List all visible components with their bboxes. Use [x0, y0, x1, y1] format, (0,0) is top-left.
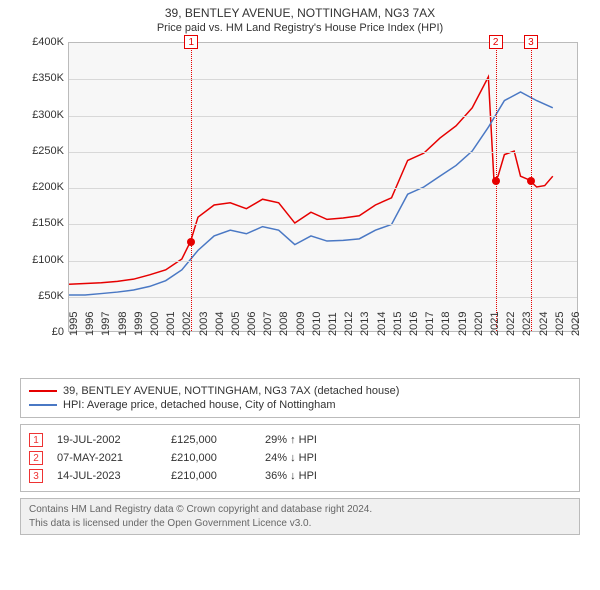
event-row: 2 07-MAY-2021 £210,000 24% ↓ HPI — [29, 451, 571, 465]
legend-swatch — [29, 390, 57, 392]
x-axis-tick: 2022 — [505, 312, 517, 336]
event-hpi: 29% ↑ HPI — [265, 434, 365, 446]
y-axis-tick: £350K — [20, 72, 64, 84]
x-axis-tick: 2007 — [262, 312, 274, 336]
container: 39, BENTLEY AVENUE, NOTTINGHAM, NG3 7AX … — [0, 0, 600, 590]
event-flag: 1 — [184, 35, 198, 49]
attribution-line: Contains HM Land Registry data © Crown c… — [29, 503, 571, 517]
x-axis-tick: 2019 — [457, 312, 469, 336]
x-axis-tick: 1997 — [100, 312, 112, 336]
x-axis-tick: 2025 — [554, 312, 566, 336]
legend-item: 39, BENTLEY AVENUE, NOTTINGHAM, NG3 7AX … — [29, 385, 571, 397]
legend-swatch — [29, 404, 57, 406]
y-axis-tick: £200K — [20, 181, 64, 193]
x-axis-tick: 2005 — [230, 312, 242, 336]
event-number-box: 3 — [29, 469, 43, 483]
transaction-marker — [187, 238, 195, 246]
event-row: 1 19-JUL-2002 £125,000 29% ↑ HPI — [29, 433, 571, 447]
event-hpi: 36% ↓ HPI — [265, 470, 365, 482]
event-flag: 2 — [489, 35, 503, 49]
x-axis-tick: 2003 — [198, 312, 210, 336]
x-axis-tick: 2012 — [343, 312, 355, 336]
y-axis-tick: £100K — [20, 254, 64, 266]
x-axis-tick: 1996 — [84, 312, 96, 336]
event-line — [496, 43, 497, 331]
chart-title: 39, BENTLEY AVENUE, NOTTINGHAM, NG3 7AX — [10, 6, 590, 20]
x-axis-tick: 2026 — [570, 312, 582, 336]
x-axis-tick: 2015 — [392, 312, 404, 336]
legend-box: 39, BENTLEY AVENUE, NOTTINGHAM, NG3 7AX … — [20, 378, 580, 418]
attribution-line: This data is licensed under the Open Gov… — [29, 517, 571, 531]
x-axis-tick: 2000 — [149, 312, 161, 336]
y-axis-tick: £50K — [20, 290, 64, 302]
x-axis-tick: 2016 — [408, 312, 420, 336]
x-axis-tick: 2017 — [424, 312, 436, 336]
event-date: 07-MAY-2021 — [57, 452, 157, 464]
y-axis-tick: £300K — [20, 109, 64, 121]
event-hpi: 24% ↓ HPI — [265, 452, 365, 464]
x-axis-tick: 2006 — [246, 312, 258, 336]
series-line — [69, 77, 553, 284]
event-price: £210,000 — [171, 452, 251, 464]
x-axis-tick: 2011 — [327, 312, 339, 336]
x-axis-tick: 2014 — [376, 312, 388, 336]
event-number-box: 1 — [29, 433, 43, 447]
x-axis-tick: 2013 — [359, 312, 371, 336]
y-axis-tick: £400K — [20, 36, 64, 48]
event-price: £125,000 — [171, 434, 251, 446]
x-axis-tick: 2001 — [165, 312, 177, 336]
event-line — [531, 43, 532, 331]
x-axis-tick: 1995 — [68, 312, 80, 336]
legend-label: 39, BENTLEY AVENUE, NOTTINGHAM, NG3 7AX … — [63, 385, 399, 397]
x-axis-tick: 2021 — [489, 312, 501, 336]
legend-item: HPI: Average price, detached house, City… — [29, 399, 571, 411]
event-date: 14-JUL-2023 — [57, 470, 157, 482]
y-axis-tick: £0 — [20, 326, 64, 338]
y-axis-tick: £250K — [20, 145, 64, 157]
x-axis-tick: 2008 — [278, 312, 290, 336]
series-line — [69, 92, 553, 295]
legend-label: HPI: Average price, detached house, City… — [63, 399, 336, 411]
event-number-box: 2 — [29, 451, 43, 465]
line-series-svg — [69, 43, 577, 331]
x-axis-tick: 2020 — [473, 312, 485, 336]
event-row: 3 14-JUL-2023 £210,000 36% ↓ HPI — [29, 469, 571, 483]
y-axis-tick: £150K — [20, 217, 64, 229]
transaction-marker — [492, 177, 500, 185]
x-axis-tick: 1999 — [133, 312, 145, 336]
events-box: 1 19-JUL-2002 £125,000 29% ↑ HPI 2 07-MAY-202… — [20, 424, 580, 492]
event-price: £210,000 — [171, 470, 251, 482]
transaction-marker — [527, 177, 535, 185]
plot-region: 123 — [68, 42, 578, 332]
x-axis-tick: 2018 — [440, 312, 452, 336]
x-axis-tick: 2002 — [181, 312, 193, 336]
x-axis-tick: 2009 — [295, 312, 307, 336]
attribution-box: Contains HM Land Registry data © Crown c… — [20, 498, 580, 535]
event-date: 19-JUL-2002 — [57, 434, 157, 446]
x-axis-tick: 2010 — [311, 312, 323, 336]
event-flag: 3 — [524, 35, 538, 49]
x-axis-tick: 2004 — [214, 312, 226, 336]
chart-area: 123 £0 £50K £100K £150K £200K £250K £300K £350K… — [20, 42, 580, 372]
x-axis-tick: 2023 — [521, 312, 533, 336]
x-axis-tick: 1998 — [117, 312, 129, 336]
event-line — [191, 43, 192, 331]
chart-subtitle: Price paid vs. HM Land Registry's House … — [10, 22, 590, 34]
x-axis-tick: 2024 — [538, 312, 550, 336]
